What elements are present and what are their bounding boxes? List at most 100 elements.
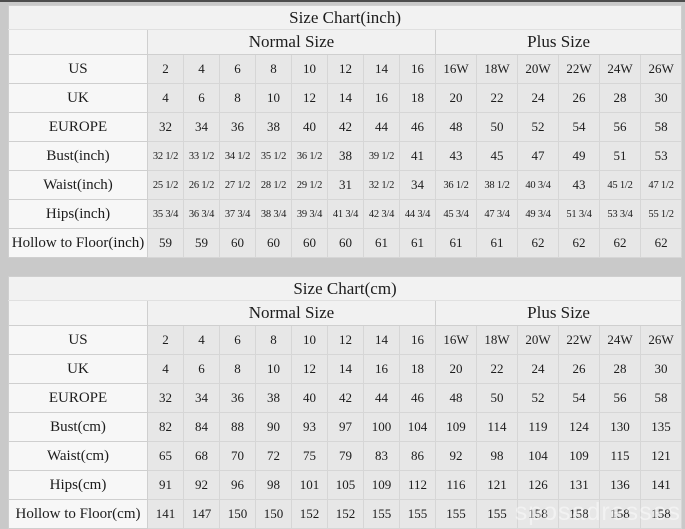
data-cell: 53 xyxy=(639,141,683,171)
data-cell: 42 3/4 xyxy=(363,199,400,229)
data-cell: 155 xyxy=(435,499,477,529)
data-cell: 44 xyxy=(363,383,400,413)
data-cell: 50 xyxy=(476,383,518,413)
data-cell: 14 xyxy=(327,83,364,113)
data-cell: 51 xyxy=(599,141,641,171)
data-cell: 152 xyxy=(327,499,364,529)
data-cell: 75 xyxy=(291,441,328,471)
data-cell: 56 xyxy=(599,112,641,142)
data-cell: 56 xyxy=(599,383,641,413)
row-label: UK xyxy=(8,354,148,384)
data-cell: 24W xyxy=(599,325,641,355)
data-cell: 52 xyxy=(517,383,559,413)
data-cell: 37 3/4 xyxy=(219,199,256,229)
data-cell: 22 xyxy=(476,83,518,113)
data-cell: 47 xyxy=(517,141,559,171)
data-cell: 121 xyxy=(476,470,518,500)
data-cell: 135 xyxy=(639,412,683,442)
data-cell: 26 xyxy=(558,83,600,113)
data-cell: 61 xyxy=(476,228,518,258)
data-cell: 14 xyxy=(363,54,400,84)
data-cell: 121 xyxy=(639,441,683,471)
data-cell: 61 xyxy=(363,228,400,258)
data-cell: 109 xyxy=(363,470,400,500)
data-cell: 60 xyxy=(327,228,364,258)
data-cell: 8 xyxy=(255,54,292,84)
data-cell: 18 xyxy=(399,354,436,384)
data-cell: 45 xyxy=(476,141,518,171)
data-cell: 16 xyxy=(399,54,436,84)
data-cell: 24W xyxy=(599,54,641,84)
data-cell: 35 1/2 xyxy=(255,141,292,171)
data-cell: 4 xyxy=(183,325,220,355)
data-cell: 39 3/4 xyxy=(291,199,328,229)
data-cell: 22W xyxy=(558,325,600,355)
data-cell: 38 3/4 xyxy=(255,199,292,229)
data-cell: 14 xyxy=(363,325,400,355)
row-label: Hips(inch) xyxy=(8,199,148,229)
data-cell: 26W xyxy=(639,325,683,355)
data-cell: 158 xyxy=(639,499,683,529)
data-cell: 131 xyxy=(558,470,600,500)
data-cell: 40 3/4 xyxy=(517,170,559,200)
normal-size-header: Normal Size xyxy=(147,300,436,326)
data-cell: 30 xyxy=(639,354,683,384)
top-border-line xyxy=(0,0,685,2)
data-cell: 24 xyxy=(517,83,559,113)
data-cell: 36 xyxy=(219,383,256,413)
data-cell: 116 xyxy=(435,470,477,500)
data-cell: 38 xyxy=(255,112,292,142)
data-cell: 158 xyxy=(558,499,600,529)
row-label: Hollow to Floor(inch) xyxy=(8,228,148,258)
data-cell: 52 xyxy=(517,112,559,142)
data-cell: 10 xyxy=(291,54,328,84)
table-row: Bust(inch) 32 1/2 33 1/2 34 1/2 35 1/2 36 1/2… xyxy=(8,141,683,171)
data-cell: 109 xyxy=(558,441,600,471)
data-cell: 2 xyxy=(147,325,184,355)
table-row: Waist(inch) 25 1/2 26 1/2 27 1/2 28 1/2 29 1/… xyxy=(8,170,683,200)
table-title: Size Chart(cm) xyxy=(7,276,683,301)
data-cell: 20W xyxy=(517,54,559,84)
data-cell: 83 xyxy=(363,441,400,471)
data-cell: 10 xyxy=(255,354,292,384)
data-cell: 33 1/2 xyxy=(183,141,220,171)
data-cell: 90 xyxy=(255,412,292,442)
data-cell: 43 xyxy=(558,170,600,200)
row-label: Waist(cm) xyxy=(8,441,148,471)
data-cell: 136 xyxy=(599,470,641,500)
data-cell: 93 xyxy=(291,412,328,442)
data-cell: 158 xyxy=(599,499,641,529)
data-cell: 50 xyxy=(476,112,518,142)
data-cell: 34 1/2 xyxy=(219,141,256,171)
data-cell: 47 3/4 xyxy=(476,199,518,229)
row-label: EUROPE xyxy=(8,112,148,142)
data-cell: 97 xyxy=(327,412,364,442)
data-cell: 155 xyxy=(476,499,518,529)
table-row: UK 4 6 8 10 12 14 16 18 20 22 24 26 28 30 xyxy=(8,83,683,113)
size-chart-inch-table: Size Chart(inch) Normal Size Plus Size US 2 4… xyxy=(7,5,683,258)
data-cell: 26W xyxy=(639,54,683,84)
data-cell: 104 xyxy=(517,441,559,471)
normal-size-header: Normal Size xyxy=(147,29,436,55)
data-cell: 44 3/4 xyxy=(399,199,436,229)
data-cell: 8 xyxy=(219,354,256,384)
data-cell: 10 xyxy=(255,83,292,113)
data-cell: 22W xyxy=(558,54,600,84)
data-cell: 18W xyxy=(476,54,518,84)
data-cell: 38 xyxy=(255,383,292,413)
data-cell: 4 xyxy=(147,83,184,113)
table-row: UK 4 6 8 10 12 14 16 18 20 22 24 26 28 30 xyxy=(8,354,683,384)
data-cell: 60 xyxy=(219,228,256,258)
data-cell: 20 xyxy=(435,354,477,384)
row-label: US xyxy=(8,325,148,355)
data-cell: 112 xyxy=(399,470,436,500)
row-label: US xyxy=(8,54,148,84)
data-cell: 36 1/2 xyxy=(435,170,477,200)
table-title: Size Chart(inch) xyxy=(7,5,683,30)
data-cell: 48 xyxy=(435,383,477,413)
data-cell: 32 1/2 xyxy=(363,170,400,200)
data-cell: 53 3/4 xyxy=(599,199,641,229)
data-cell: 14 xyxy=(327,354,364,384)
data-cell: 36 xyxy=(219,112,256,142)
data-cell: 119 xyxy=(517,412,559,442)
